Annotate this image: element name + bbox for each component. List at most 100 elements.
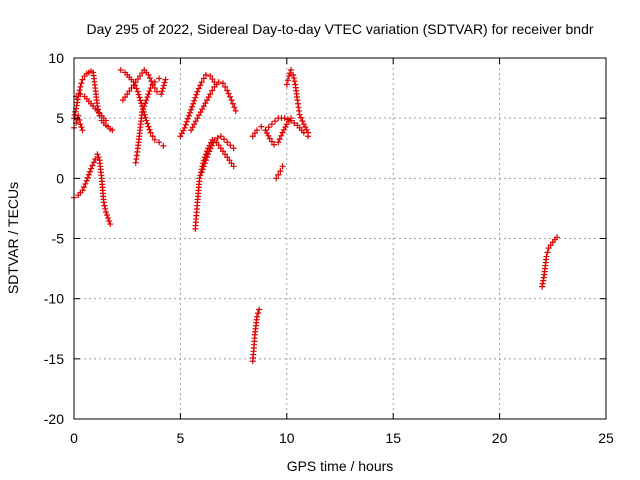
data-point bbox=[249, 133, 256, 140]
data-point bbox=[205, 151, 212, 158]
data-point bbox=[209, 76, 216, 83]
data-point bbox=[202, 157, 209, 164]
data-point bbox=[146, 75, 153, 82]
data-point bbox=[207, 91, 214, 98]
data-point bbox=[177, 133, 184, 140]
data-point bbox=[275, 171, 282, 178]
data-point bbox=[181, 124, 188, 131]
data-point bbox=[268, 121, 275, 128]
data-point bbox=[139, 70, 146, 77]
data-point bbox=[281, 115, 288, 122]
data-point bbox=[89, 162, 96, 169]
data-point bbox=[208, 142, 215, 149]
data-point bbox=[147, 129, 154, 136]
series-seg12 bbox=[249, 306, 263, 365]
data-point bbox=[189, 124, 196, 131]
data-point bbox=[303, 126, 310, 133]
data-point bbox=[222, 151, 229, 158]
data-point bbox=[290, 75, 297, 82]
data-point bbox=[273, 175, 280, 182]
data-point bbox=[215, 142, 222, 149]
data-point bbox=[71, 111, 78, 118]
data-point bbox=[128, 85, 135, 92]
data-point bbox=[101, 202, 108, 209]
data-point bbox=[146, 88, 153, 95]
series-seg2 bbox=[73, 91, 109, 124]
data-point bbox=[197, 82, 204, 89]
data-point bbox=[162, 76, 169, 83]
data-point bbox=[254, 313, 261, 320]
data-point bbox=[275, 139, 282, 146]
chart-title: Day 295 of 2022, Sidereal Day-to-day VTE… bbox=[86, 21, 593, 37]
data-point bbox=[149, 133, 156, 140]
data-point bbox=[210, 139, 217, 146]
data-point bbox=[79, 127, 86, 134]
data-point bbox=[224, 154, 231, 161]
data-point bbox=[189, 103, 196, 110]
data-point bbox=[228, 160, 235, 167]
data-point bbox=[184, 115, 191, 122]
data-point bbox=[77, 83, 84, 90]
data-point bbox=[145, 91, 152, 98]
data-point bbox=[132, 79, 139, 86]
data-point bbox=[186, 109, 193, 116]
data-point bbox=[94, 151, 101, 158]
data-point bbox=[276, 136, 283, 143]
data-point bbox=[80, 184, 87, 191]
data-point bbox=[231, 104, 238, 111]
data-point bbox=[272, 118, 279, 125]
data-point bbox=[545, 245, 552, 252]
data-point bbox=[196, 175, 203, 182]
data-point bbox=[219, 80, 226, 87]
data-point bbox=[197, 172, 204, 179]
x-tick-label: 25 bbox=[598, 430, 614, 446]
y-tick-label: -5 bbox=[52, 231, 65, 247]
data-point bbox=[204, 97, 210, 104]
data-point bbox=[130, 82, 137, 89]
data-point bbox=[296, 111, 303, 118]
data-point bbox=[77, 121, 84, 128]
data-point bbox=[263, 130, 270, 137]
data-point bbox=[180, 127, 187, 134]
data-point bbox=[268, 138, 275, 145]
data-point bbox=[221, 136, 228, 143]
data-point bbox=[78, 124, 85, 131]
data-point bbox=[137, 97, 144, 104]
data-point bbox=[188, 127, 195, 134]
data-point bbox=[135, 91, 142, 98]
data-point bbox=[156, 139, 163, 146]
data-point bbox=[156, 75, 163, 82]
data-point bbox=[79, 187, 86, 194]
data-point bbox=[302, 123, 309, 130]
y-tick-label: 0 bbox=[56, 170, 64, 186]
data-point bbox=[279, 163, 286, 170]
data-point bbox=[86, 168, 93, 175]
y-tick-label: 5 bbox=[56, 110, 64, 126]
data-point bbox=[266, 135, 273, 142]
data-point bbox=[215, 79, 222, 86]
data-point bbox=[185, 112, 192, 119]
data-point bbox=[178, 130, 185, 137]
data-point bbox=[139, 109, 146, 116]
data-point bbox=[217, 133, 224, 140]
data-point bbox=[151, 136, 158, 143]
data-point bbox=[227, 93, 234, 100]
data-point bbox=[254, 127, 261, 134]
axis-ticks: 0 5 10 15 20 25 10 5 0 -5 -10 -15 -20 bbox=[44, 50, 614, 446]
x-tick-label: 10 bbox=[279, 430, 295, 446]
data-point bbox=[145, 123, 152, 130]
data-point bbox=[297, 114, 304, 121]
data-point bbox=[145, 71, 152, 78]
data-point bbox=[224, 139, 231, 146]
data-point bbox=[194, 115, 201, 122]
data-point bbox=[199, 106, 206, 113]
data-point bbox=[83, 177, 90, 184]
x-tick-label: 0 bbox=[70, 430, 78, 446]
data-point bbox=[142, 100, 149, 107]
data-point bbox=[204, 154, 210, 161]
data-point bbox=[140, 106, 147, 113]
data-point bbox=[102, 205, 109, 212]
data-point bbox=[182, 121, 189, 128]
x-tick-label: 20 bbox=[492, 430, 508, 446]
y-tick-label: -15 bbox=[44, 351, 64, 367]
